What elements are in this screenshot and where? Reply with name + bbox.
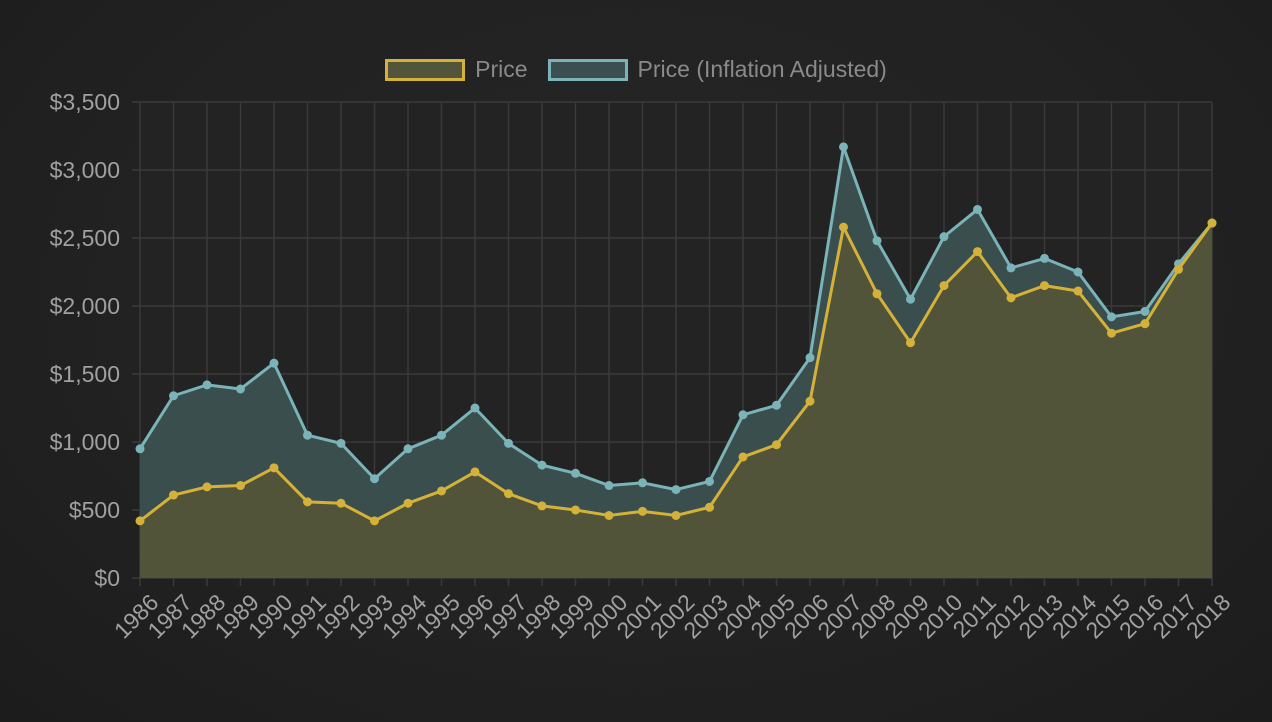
data-point-price-inflation-adjusted-1994 — [403, 444, 413, 454]
data-point-price-inflation-adjusted-1986 — [135, 444, 145, 454]
data-point-price-1988 — [202, 482, 212, 492]
data-point-price-inflation-adjusted-2006 — [805, 353, 815, 363]
legend-label-price: Price — [475, 56, 528, 82]
data-point-price-inflation-adjusted-2012 — [1006, 263, 1016, 273]
data-point-price-2013 — [1040, 281, 1049, 291]
data-point-price-1990 — [269, 463, 279, 473]
data-point-price-inflation-adjusted-1999 — [571, 468, 580, 478]
data-point-price-inflation-adjusted-2008 — [872, 236, 882, 246]
data-point-price-inflation-adjusted-1995 — [437, 430, 446, 440]
data-point-price-inflation-adjusted-1992 — [336, 438, 346, 448]
data-point-price-inflation-adjusted-1993 — [370, 474, 379, 484]
data-point-price-inflation-adjusted-1988 — [202, 380, 212, 390]
data-point-price-inflation-adjusted-2000 — [604, 481, 614, 491]
data-point-price-inflation-adjusted-2003 — [705, 476, 714, 486]
data-point-price-inflation-adjusted-1990 — [269, 358, 279, 368]
data-point-price-1994 — [403, 498, 413, 508]
data-point-price-1995 — [437, 486, 446, 496]
data-point-price-2015 — [1107, 328, 1116, 338]
data-point-price-1987 — [169, 490, 178, 500]
data-point-price-2006 — [805, 396, 815, 406]
data-point-price-inflation-adjusted-2010 — [939, 232, 949, 242]
data-point-price-2005 — [772, 440, 781, 450]
data-point-price-inflation-adjusted-1989 — [236, 384, 245, 394]
y-tick-label: $2,500 — [50, 225, 120, 251]
data-point-price-2001 — [638, 506, 647, 516]
legend-swatch-price — [385, 58, 466, 81]
data-point-price-inflation-adjusted-2015 — [1107, 312, 1116, 322]
data-point-price-2014 — [1073, 286, 1083, 296]
data-point-price-1986 — [135, 516, 145, 526]
data-point-price-inflation-adjusted-2002 — [671, 485, 681, 495]
legend-item-price-inflation-adjusted[interactable]: Price (Inflation Adjusted) — [547, 56, 887, 83]
data-point-price-inflation-adjusted-1998 — [537, 460, 547, 470]
data-point-price-2008 — [872, 289, 882, 299]
data-point-price-2002 — [671, 510, 681, 520]
data-point-price-1989 — [236, 481, 245, 491]
y-tick-label: $2,000 — [50, 293, 120, 319]
data-point-price-1996 — [470, 467, 480, 477]
data-point-price-inflation-adjusted-1987 — [169, 391, 178, 401]
y-tick-label: $0 — [94, 565, 120, 591]
data-point-price-inflation-adjusted-2016 — [1140, 306, 1150, 316]
series-area-price — [140, 223, 1212, 579]
data-point-price-inflation-adjusted-2009 — [906, 294, 915, 304]
y-tick-label: $500 — [69, 497, 120, 523]
data-point-price-2016 — [1140, 319, 1150, 329]
chart-legend: Price Price (Inflation Adjusted) — [0, 56, 1272, 83]
data-point-price-inflation-adjusted-2004 — [738, 410, 748, 420]
data-point-price-2017 — [1174, 264, 1183, 274]
data-point-price-1993 — [370, 516, 379, 526]
data-point-price-inflation-adjusted-2011 — [973, 204, 982, 214]
data-point-price-1999 — [571, 505, 580, 515]
data-point-price-2018 — [1207, 218, 1217, 228]
y-tick-label: $1,000 — [50, 429, 120, 455]
legend-swatch-price-inflation-adjusted — [547, 58, 628, 81]
data-point-price-inflation-adjusted-2013 — [1040, 253, 1049, 263]
legend-label-price-inflation-adjusted: Price (Inflation Adjusted) — [637, 56, 887, 82]
data-point-price-inflation-adjusted-2007 — [839, 142, 848, 152]
data-point-price-inflation-adjusted-1991 — [303, 430, 312, 440]
data-point-price-1998 — [537, 501, 547, 511]
y-tick-label: $3,000 — [50, 157, 120, 183]
data-point-price-1997 — [504, 489, 513, 499]
data-point-price-inflation-adjusted-2005 — [772, 400, 781, 410]
data-point-price-2011 — [973, 247, 982, 257]
y-tick-label: $3,500 — [50, 89, 120, 115]
data-point-price-inflation-adjusted-2014 — [1073, 267, 1083, 277]
y-tick-label: $1,500 — [50, 361, 120, 387]
data-point-price-1992 — [336, 498, 346, 508]
data-point-price-2009 — [906, 338, 915, 348]
data-point-price-2003 — [705, 502, 714, 512]
data-point-price-2004 — [738, 452, 748, 462]
data-point-price-2000 — [604, 510, 614, 520]
data-point-price-inflation-adjusted-1996 — [470, 403, 480, 413]
data-point-price-inflation-adjusted-1997 — [504, 438, 513, 448]
data-point-price-inflation-adjusted-2001 — [638, 478, 647, 488]
data-point-price-2012 — [1006, 293, 1016, 303]
data-point-price-2010 — [939, 281, 949, 291]
data-point-price-2007 — [839, 222, 848, 232]
data-point-price-1991 — [303, 497, 312, 507]
legend-item-price[interactable]: Price — [385, 56, 528, 83]
